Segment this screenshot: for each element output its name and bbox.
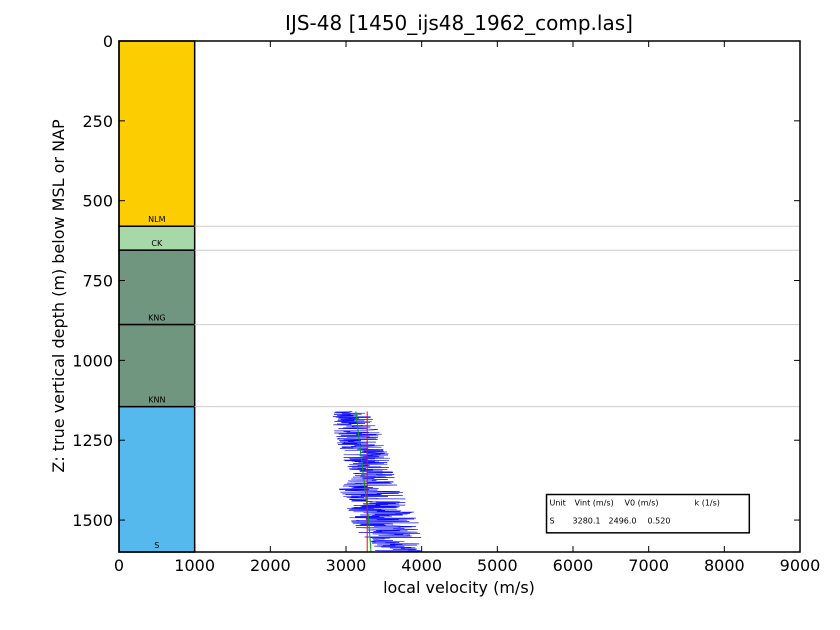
table-header: k (1/s)	[695, 499, 720, 508]
y-tick-label: 1250	[72, 431, 113, 450]
x-tick-label: 0	[114, 556, 124, 575]
x-tick-label: 8000	[704, 556, 745, 575]
x-tick-label: 2000	[250, 556, 291, 575]
unit-label-s: S	[154, 541, 159, 550]
stats-table: Unit Vint (m/s) V0 (m/s) k (1/s) S 3280.1 2496…	[545, 493, 751, 534]
y-tick-label: 750	[82, 272, 113, 291]
table-cell: 3280.1	[573, 517, 601, 526]
x-tick-label: 5000	[477, 556, 518, 575]
y-tick-label: 1000	[72, 351, 113, 370]
x-tick-label: 1000	[174, 556, 215, 575]
x-tick-label: 6000	[553, 556, 594, 575]
unit-boundary-lines	[194, 225, 800, 408]
x-tick-label: 3000	[326, 556, 367, 575]
table-header: Unit	[550, 499, 566, 508]
y-axis-label: Z: true vertical depth (m) below MSL or …	[49, 119, 68, 473]
velocity-log-line	[332, 411, 422, 553]
table-header: V0 (m/s)	[625, 499, 659, 508]
stats-table-box	[545, 493, 751, 534]
unit-column: NLM CK KNG KNN S	[118, 40, 196, 553]
table-cell: 0.520	[648, 517, 671, 526]
unit-label-ck: CK	[151, 239, 163, 248]
x-tick-label: 9000	[780, 556, 821, 575]
table-cell: 2496.0	[609, 517, 637, 526]
y-tick-label: 0	[103, 32, 113, 51]
unit-block-knn	[118, 323, 196, 408]
velocity-series	[332, 411, 422, 553]
unit-label-nlm: NLM	[148, 215, 165, 224]
unit-block-nlm	[118, 40, 196, 227]
trend-line	[355, 411, 372, 553]
y-tick-label: 1500	[72, 511, 113, 530]
x-tick-label: 7000	[628, 556, 669, 575]
unit-block-s	[118, 405, 196, 553]
unit-label-kng: KNG	[148, 314, 165, 323]
plot-frame	[118, 40, 801, 553]
unit-block-kng	[118, 249, 196, 326]
chart-title: IJS-48 [1450_ijs48_1962_comp.las]	[285, 11, 633, 35]
table-header: Vint (m/s)	[575, 499, 614, 508]
table-cell: S	[550, 517, 555, 526]
x-axis-label: local velocity (m/s)	[383, 578, 535, 597]
axis-ticks: 0 1000 2000 3000 4000 5000 6000 7000 8000 9000 0 25…	[72, 32, 820, 575]
y-tick-label: 250	[82, 112, 113, 131]
unit-label-knn: KNN	[148, 396, 165, 405]
x-tick-label: 4000	[401, 556, 442, 575]
y-tick-label: 500	[82, 192, 113, 211]
